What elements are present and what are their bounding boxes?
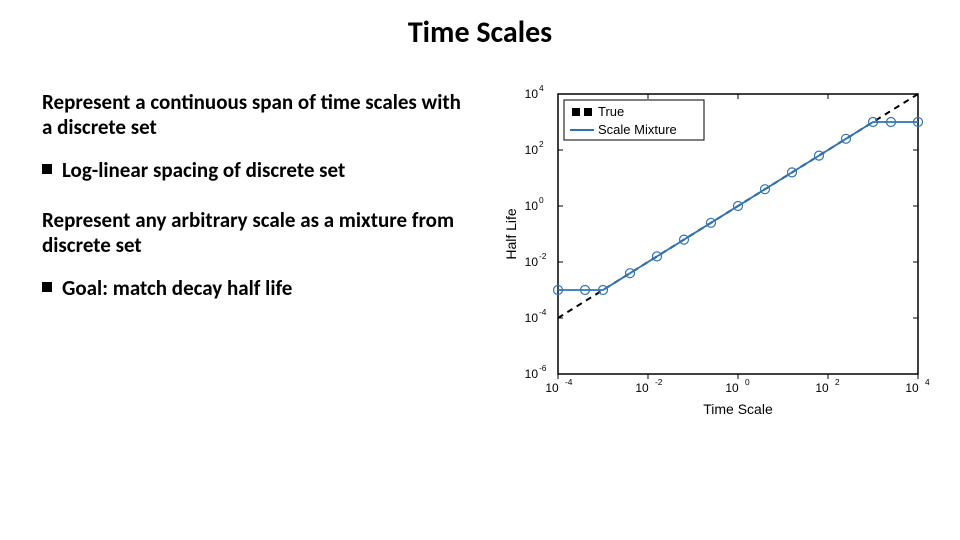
svg-text:10: 10 [525, 255, 539, 269]
page-title: Time Scales [0, 14, 960, 51]
svg-text:10: 10 [525, 143, 539, 157]
svg-text:-4: -4 [539, 307, 547, 317]
svg-text:10: 10 [815, 381, 829, 395]
slide: Time Scales Represent a continuous span … [0, 0, 960, 540]
svg-text:-4: -4 [565, 377, 573, 387]
svg-text:10: 10 [725, 381, 739, 395]
svg-text:0: 0 [539, 195, 544, 205]
bullet-1-text: Log-linear spacing of discrete set [62, 158, 345, 183]
svg-text:10: 10 [635, 381, 649, 395]
bullet-2: Goal: match decay half life [42, 276, 462, 301]
bullet-marker [42, 282, 52, 292]
chart-svg: 10-410-210010210410-610-410-2100102104Ti… [500, 82, 930, 422]
svg-text:10: 10 [525, 87, 539, 101]
svg-text:Time Scale: Time Scale [703, 401, 773, 417]
svg-text:Half Life: Half Life [503, 208, 519, 260]
svg-text:10: 10 [545, 381, 559, 395]
chart-container: 10-410-210010210410-610-410-2100102104Ti… [500, 82, 930, 422]
svg-text:2: 2 [835, 377, 840, 387]
paragraph-2: Represent any arbitrary scale as a mixtu… [42, 208, 462, 258]
text-column: Represent a continuous span of time scal… [42, 90, 462, 325]
bullet-2-text: Goal: match decay half life [62, 276, 292, 301]
svg-text:10: 10 [525, 311, 539, 325]
svg-text:10: 10 [905, 381, 919, 395]
paragraph-1: Represent a continuous span of time scal… [42, 90, 462, 140]
svg-text:-2: -2 [655, 377, 663, 387]
svg-text:2: 2 [539, 139, 544, 149]
svg-text:-6: -6 [539, 363, 547, 373]
svg-text:0: 0 [745, 377, 750, 387]
svg-text:4: 4 [925, 377, 930, 387]
svg-text:-2: -2 [539, 251, 547, 261]
svg-text:True: True [598, 104, 624, 119]
svg-text:4: 4 [539, 83, 544, 93]
svg-text:10: 10 [525, 199, 539, 213]
svg-text:Scale Mixture: Scale Mixture [598, 122, 677, 137]
bullet-marker [42, 164, 52, 174]
svg-text:10: 10 [525, 367, 539, 381]
bullet-1: Log-linear spacing of discrete set [42, 158, 462, 183]
